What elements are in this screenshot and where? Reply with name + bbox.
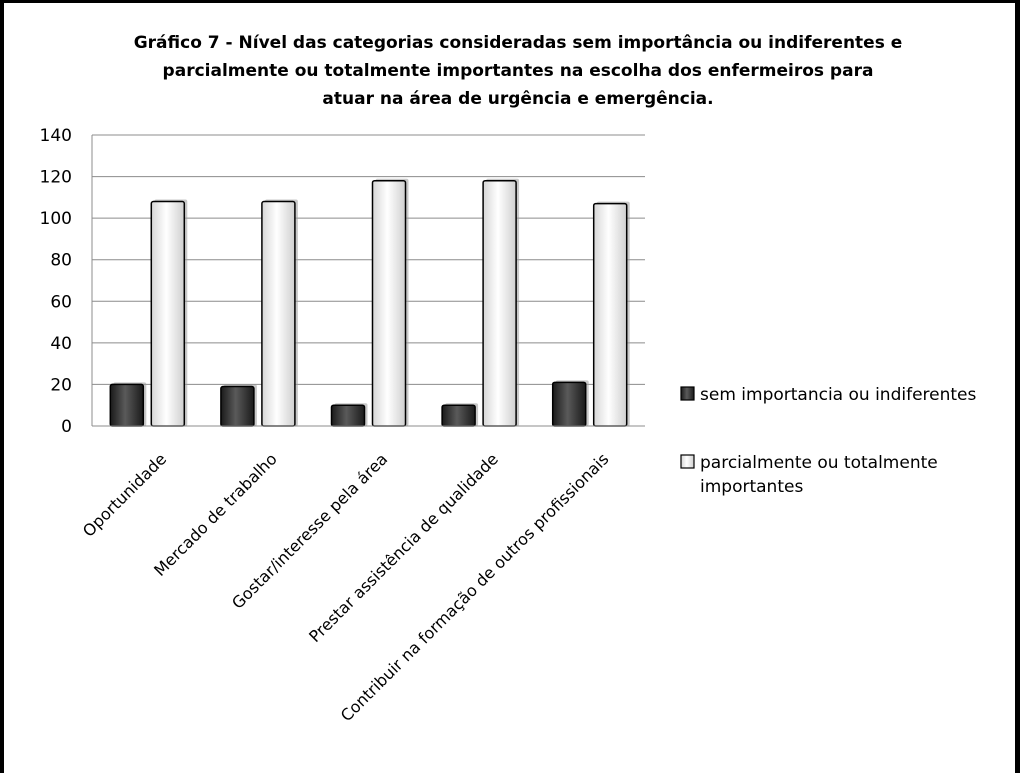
x-tick-label: Contribuir na formação de outros profiss… <box>337 449 613 725</box>
y-tick-label: 40 <box>50 334 72 354</box>
x-tick-label: Prestar assistência de qualidade <box>305 449 502 646</box>
x-tick-label: Mercado de trabalho <box>150 449 281 580</box>
legend: sem importancia ou indiferentes parcialme… <box>680 385 977 497</box>
y-tick-label: 0 <box>61 417 72 437</box>
y-tick-label: 20 <box>50 375 72 395</box>
bar-sem-importancia <box>109 383 145 427</box>
y-tick-label: 140 <box>40 126 72 146</box>
chart-title: Gráfico 7 - Nível das categorias conside… <box>134 33 903 109</box>
bar-importantes <box>371 179 407 427</box>
legend-label: parcialmente ou totalmente <box>700 453 938 473</box>
y-tick-label: 80 <box>50 251 72 271</box>
legend-label: importantes <box>700 477 803 497</box>
bar-sem-importancia <box>220 385 255 427</box>
bar-importantes <box>261 200 296 427</box>
bar-importantes <box>150 200 186 427</box>
bar-importantes <box>592 202 628 427</box>
legend-label: sem importancia ou indiferentes <box>700 385 977 405</box>
y-tick-label: 120 <box>40 168 72 188</box>
bar-sem-importancia <box>441 404 476 427</box>
y-axis: 0 20 40 60 80 100 120 140 <box>40 126 93 437</box>
bar-sem-importancia <box>330 404 366 427</box>
x-tick-label: Oportunidade <box>79 449 170 540</box>
bar-sem-importancia <box>551 381 587 427</box>
legend-swatch <box>680 454 695 469</box>
bars <box>109 178 630 427</box>
bar-importantes <box>482 179 517 427</box>
y-tick-label: 60 <box>50 292 72 312</box>
legend-swatch <box>680 386 695 401</box>
chart-title-line-1: Gráfico 7 - Nível das categorias conside… <box>134 33 903 53</box>
chart-title-line-2: parcialmente ou totalmente importantes n… <box>163 61 874 81</box>
chart-title-line-3: atuar na área de urgência e emergência. <box>322 89 713 109</box>
y-tick-label: 100 <box>40 209 72 229</box>
